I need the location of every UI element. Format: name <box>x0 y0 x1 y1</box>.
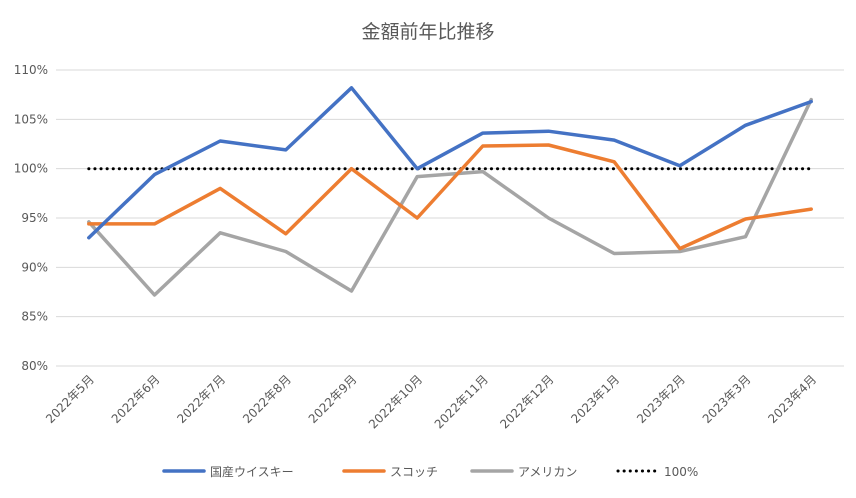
x-tick-label: 2023年3月 <box>700 372 754 426</box>
legend-label: 100% <box>664 465 698 479</box>
x-tick-label: 2022年6月 <box>109 372 163 426</box>
series-lines <box>87 86 813 297</box>
legend-label: スコッチ <box>390 465 438 479</box>
x-tick-label: 2023年4月 <box>765 372 819 426</box>
x-tick-label: 2023年2月 <box>634 372 688 426</box>
chart-title: 金額前年比推移 <box>361 21 494 43</box>
y-tick-label: 90% <box>21 260 48 274</box>
x-tick-label: 2022年10月 <box>366 372 425 431</box>
series-line-1 <box>87 143 813 251</box>
x-tick-label: 2022年11月 <box>432 372 491 431</box>
x-tick-label: 2022年9月 <box>306 372 360 426</box>
x-tick-label: 2022年7月 <box>174 372 228 426</box>
y-tick-label: 95% <box>21 211 48 225</box>
x-tick-label: 2022年5月 <box>43 372 97 426</box>
gridlines <box>56 69 844 367</box>
y-tick-label: 85% <box>21 310 48 324</box>
y-axis-ticks: 80% 85% 90% 95% 100% 105% 110% <box>14 63 48 373</box>
y-tick-label: 100% <box>14 162 48 176</box>
y-tick-label: 105% <box>14 112 48 126</box>
y-tick-label: 80% <box>21 359 48 373</box>
legend-label: アメリカン <box>518 465 577 479</box>
legend: 国産ウイスキー スコッチ アメリカン 100% <box>162 464 698 479</box>
y-tick-label: 110% <box>14 63 48 77</box>
x-tick-label: 2022年8月 <box>240 372 294 426</box>
series-line-0 <box>87 86 813 240</box>
x-axis-ticks: 2022年5月 2022年6月 2022年7月 2022年8月 2022年9月 2022年… <box>43 372 819 431</box>
x-tick-label: 2022年12月 <box>497 372 556 431</box>
series-line-2 <box>87 97 813 297</box>
legend-label: 国産ウイスキー <box>210 464 294 479</box>
x-tick-label: 2023年1月 <box>568 372 622 426</box>
